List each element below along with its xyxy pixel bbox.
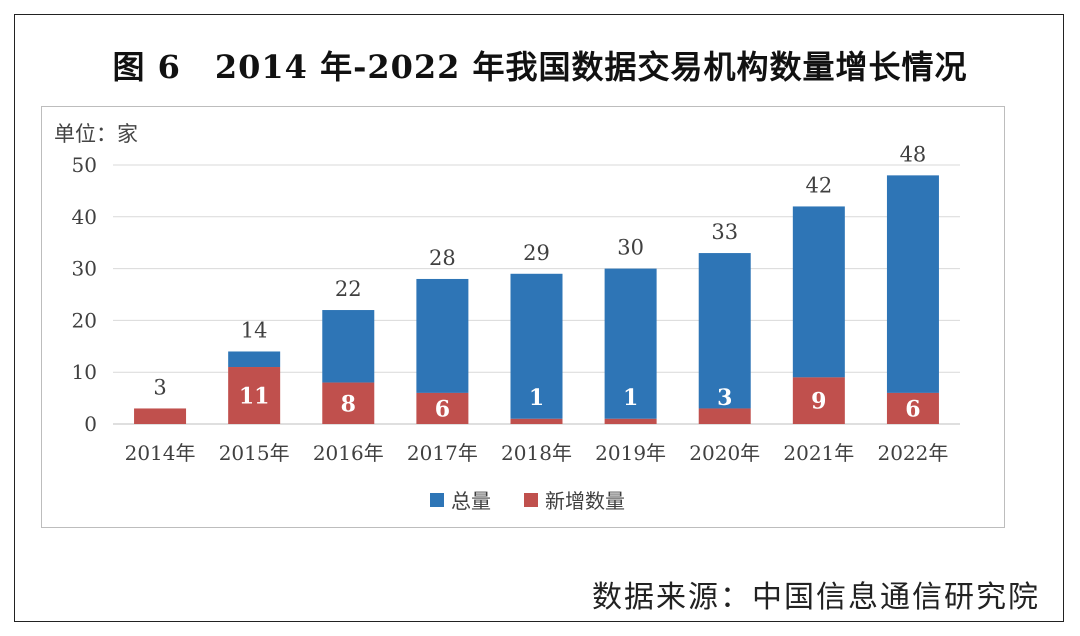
data-source: 数据来源：中国信息通信研究院 — [592, 580, 1040, 615]
x-tick-label: 2020年 — [689, 441, 760, 465]
bar-total — [322, 310, 375, 383]
unit-label: 单位：家 — [54, 122, 138, 146]
total-data-label: 29 — [523, 241, 550, 265]
figure-frame — [14, 14, 1064, 622]
y-tick-label: 20 — [72, 308, 97, 332]
x-tick-label: 2019年 — [595, 441, 666, 465]
x-tick-label: 2015年 — [219, 441, 290, 465]
bar-new — [228, 367, 281, 424]
total-data-label: 30 — [617, 236, 644, 260]
bar-new — [134, 408, 187, 424]
y-tick-label: 40 — [72, 205, 97, 229]
bar-new — [886, 392, 939, 424]
x-tick-label: 2017年 — [407, 441, 478, 465]
total-data-label: 28 — [429, 246, 456, 270]
x-tick-label: 2021年 — [783, 441, 854, 465]
legend-swatch — [524, 493, 538, 507]
bar-total — [886, 175, 939, 393]
chart-area — [41, 106, 1005, 528]
bar-new — [792, 377, 845, 424]
new-data-label: 1 — [529, 385, 544, 411]
bar-total — [792, 206, 845, 378]
total-data-label: 22 — [335, 277, 362, 301]
new-data-label: 8 — [341, 391, 356, 417]
bar-new — [322, 382, 375, 424]
x-tick-label: 2018年 — [501, 441, 572, 465]
bar-total — [698, 253, 751, 409]
new-data-label: 1 — [623, 385, 638, 411]
new-data-label: 3 — [717, 385, 732, 411]
legend-label: 新增数量 — [545, 489, 625, 513]
total-data-label: 33 — [711, 220, 738, 244]
x-tick-label: 2014年 — [125, 441, 196, 465]
total-data-label: 14 — [241, 318, 268, 342]
bar-total — [416, 278, 469, 393]
y-tick-label: 30 — [72, 257, 97, 281]
legend-swatch — [430, 493, 444, 507]
figure-title: 图 6 2014 年-2022 年我国数据交易机构数量增长情况 — [0, 42, 1080, 88]
legend-label: 总量 — [451, 489, 491, 513]
new-data-label: 6 — [435, 396, 450, 422]
new-data-label: 6 — [905, 396, 920, 422]
bar-total — [228, 351, 281, 368]
figure-title-text: 2014 年-2022 年我国数据交易机构数量增长情况 — [214, 48, 968, 86]
bar-new — [510, 418, 563, 424]
bar-total — [604, 268, 657, 419]
new-data-label: 9 — [811, 389, 826, 415]
figure-number: 图 6 — [112, 48, 181, 86]
total-data-label: 3 — [153, 375, 166, 399]
y-tick-label: 50 — [72, 153, 97, 177]
y-tick-label: 0 — [84, 412, 97, 436]
x-tick-label: 2022年 — [877, 441, 948, 465]
bar-new — [416, 392, 469, 424]
y-tick-label: 10 — [72, 360, 97, 384]
bar-new — [698, 408, 751, 424]
bar-new — [604, 418, 657, 424]
x-tick-label: 2016年 — [313, 441, 384, 465]
total-data-label: 48 — [900, 142, 927, 166]
bar-total — [510, 273, 563, 419]
total-data-label: 42 — [805, 173, 832, 197]
new-data-label: 11 — [239, 384, 270, 410]
